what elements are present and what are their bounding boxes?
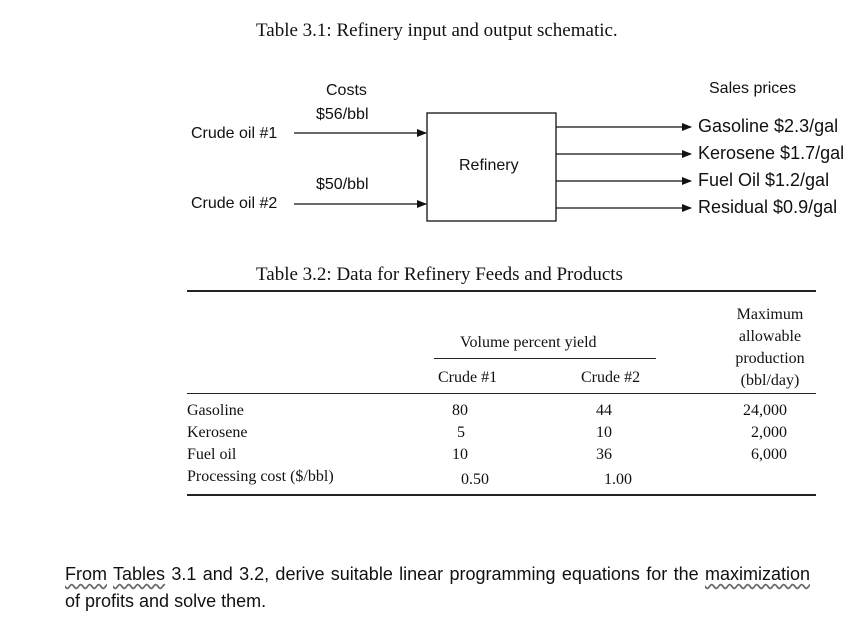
- output-fuel-oil: Fuel Oil $1.2/gal: [698, 170, 830, 190]
- question-word-from: From: [65, 564, 107, 584]
- row-label-kerosene: Kerosene: [187, 424, 248, 441]
- cell-fuel-oil-max: 6,000: [751, 446, 787, 463]
- group-header-volume-yield: Volume percent yield: [460, 334, 597, 351]
- max-production-header: Maximum allowable production (bbl/day): [724, 304, 816, 392]
- crude2-label: Crude oil #2: [191, 195, 278, 212]
- table-bottom-rule: [187, 494, 816, 496]
- cell-gasoline-crude1: 80: [452, 402, 468, 419]
- sales-header: Sales prices: [709, 80, 797, 97]
- cell-fuel-oil-crude1: 10: [452, 446, 468, 463]
- row-label-gasoline: Gasoline: [187, 402, 244, 419]
- cell-kerosene-crude1: 5: [457, 424, 465, 441]
- crude1-label: Crude oil #1: [191, 125, 278, 142]
- crude2-cost: $50/bbl: [316, 176, 369, 193]
- max-header-line-1: Maximum: [736, 306, 804, 323]
- question-word-maximization: maximization: [704, 564, 810, 584]
- group-header-rule: [434, 358, 656, 359]
- costs-header: Costs: [326, 82, 367, 99]
- cell-processing-cost-crude1: 0.50: [461, 471, 489, 488]
- output-gasoline: Gasoline $2.3/gal: [698, 116, 839, 136]
- row-label-fuel-oil: Fuel oil: [187, 446, 237, 463]
- cell-processing-cost-crude2: 1.00: [604, 471, 632, 488]
- refinery-schematic: [294, 112, 692, 222]
- cell-gasoline-crude2: 44: [596, 402, 612, 419]
- row-label-processing-cost: Processing cost ($/bbl): [187, 468, 334, 485]
- header-bottom-rule: [187, 393, 816, 394]
- col-header-crude1: Crude #1: [438, 369, 498, 386]
- question-text: From Tables 3.1 and 3.2, derive suitable…: [65, 561, 810, 615]
- question-word-tables: Tables: [113, 564, 166, 584]
- cell-kerosene-crude2: 10: [596, 424, 612, 441]
- crude1-cost: $56/bbl: [316, 106, 369, 123]
- refinery-label: Refinery: [459, 157, 519, 174]
- col-header-crude2: Crude #2: [581, 369, 641, 386]
- question-text-mid: 3.1 and 3.2, derive suitable linear prog…: [171, 564, 699, 584]
- max-header-line-3: production: [735, 350, 805, 367]
- output-kerosene: Kerosene $1.7/gal: [698, 143, 845, 163]
- question-text-end: of profits and solve them.: [65, 591, 267, 611]
- max-header-line-2: allowable: [738, 328, 802, 345]
- cell-fuel-oil-crude2: 36: [596, 446, 612, 463]
- max-header-line-4: (bbl/day): [740, 372, 800, 389]
- cell-gasoline-max: 24,000: [743, 402, 787, 419]
- table31-title: Table 3.1: Refinery input and output sch…: [256, 20, 618, 41]
- table32-title: Table 3.2: Data for Refinery Feeds and P…: [256, 264, 623, 285]
- output-residual: Residual $0.9/gal: [698, 197, 838, 217]
- refinery-box: [426, 112, 557, 222]
- table-top-rule: [187, 290, 816, 292]
- cell-kerosene-max: 2,000: [751, 424, 787, 441]
